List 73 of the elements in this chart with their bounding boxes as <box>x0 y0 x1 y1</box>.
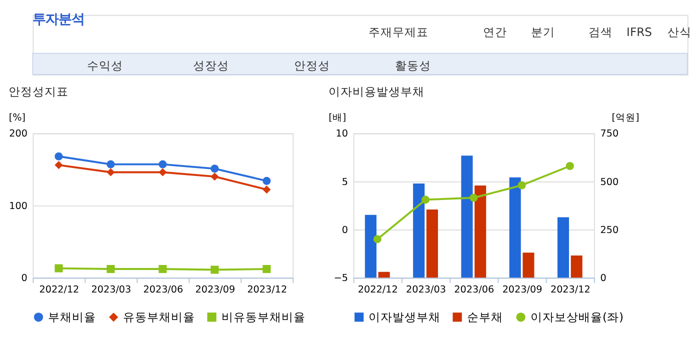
point <box>158 168 167 176</box>
bar <box>426 210 438 278</box>
x-tick-label: 2023/06 <box>143 284 184 296</box>
text: 산식 <box>668 25 692 40</box>
text: 연간 <box>482 25 507 40</box>
x-tick-label: 2023/09 <box>195 284 236 296</box>
x-tick-label: 2023/12 <box>550 284 590 296</box>
text: 투자분석 <box>32 12 84 28</box>
point <box>470 194 478 202</box>
bar <box>413 184 425 278</box>
point <box>106 160 115 168</box>
point <box>210 164 219 173</box>
legend-label: 이자보상배율(좌) <box>530 310 624 324</box>
point <box>158 264 167 274</box>
text: 성장성 <box>192 58 229 73</box>
chart-title: 이자비용발생부채 <box>328 84 424 99</box>
legend-label: 비유동부채비율 <box>221 310 306 324</box>
legend-label: 부채비율 <box>48 310 96 324</box>
bar <box>570 256 582 278</box>
bar <box>557 217 570 278</box>
point <box>262 264 271 274</box>
y2-tick-label: 500 <box>600 176 619 188</box>
y-tick-label: 200 <box>9 128 28 140</box>
text: 수익성 <box>86 58 123 73</box>
y2-tick-label: 0 <box>600 273 606 284</box>
bar <box>461 156 473 278</box>
x-tick-label: 2022/12 <box>39 284 80 296</box>
y2-axis-title: [억원] <box>612 112 640 124</box>
x-tick-label: 2023/03 <box>406 284 446 296</box>
point <box>262 186 271 194</box>
bar <box>509 177 521 278</box>
point <box>210 172 219 181</box>
legend-label: 순부채 <box>466 310 503 324</box>
y-axis-title: [%] <box>8 112 26 124</box>
text: IFRS <box>626 25 652 40</box>
text: 안정성 <box>294 58 330 73</box>
point <box>54 152 63 160</box>
point <box>210 266 219 274</box>
x-tick-label: 2023/09 <box>502 284 542 296</box>
point <box>54 264 63 272</box>
point <box>106 264 115 274</box>
point <box>54 161 63 170</box>
bar <box>364 214 376 278</box>
y2-tick-label: 750 <box>600 128 619 140</box>
point <box>158 160 167 168</box>
y-tick-label: 0 <box>342 224 348 236</box>
point <box>262 176 271 185</box>
text: 활동성 <box>395 58 431 73</box>
text: 분기 <box>530 25 555 40</box>
chart-title: 안정성지표 <box>8 84 68 99</box>
y-tick-label: 0 <box>21 273 28 284</box>
x-tick-label: 2022/12 <box>358 284 398 296</box>
y-tick-label: 5 <box>342 176 348 188</box>
text: 주재무제표 <box>368 25 429 40</box>
x-tick-label: 2023/12 <box>247 284 288 296</box>
text: 검색 <box>588 25 613 40</box>
point <box>421 196 430 204</box>
bar <box>378 272 390 278</box>
y-tick-label: −5 <box>334 273 348 284</box>
y-axis-title: [배] <box>328 112 346 124</box>
legend-label: 이자발생부채 <box>368 310 441 324</box>
legend-label: 유동부채비율 <box>123 310 196 324</box>
point <box>518 181 526 190</box>
point <box>373 235 382 244</box>
point <box>106 168 115 176</box>
point <box>566 162 574 170</box>
x-tick-label: 2023/06 <box>454 284 494 296</box>
y-tick-label: 100 <box>9 200 28 212</box>
y-tick-label: 10 <box>336 128 348 140</box>
y2-tick-label: 250 <box>600 224 619 236</box>
x-tick-label: 2023/03 <box>91 284 132 296</box>
bar <box>474 185 486 278</box>
bar <box>522 252 534 278</box>
